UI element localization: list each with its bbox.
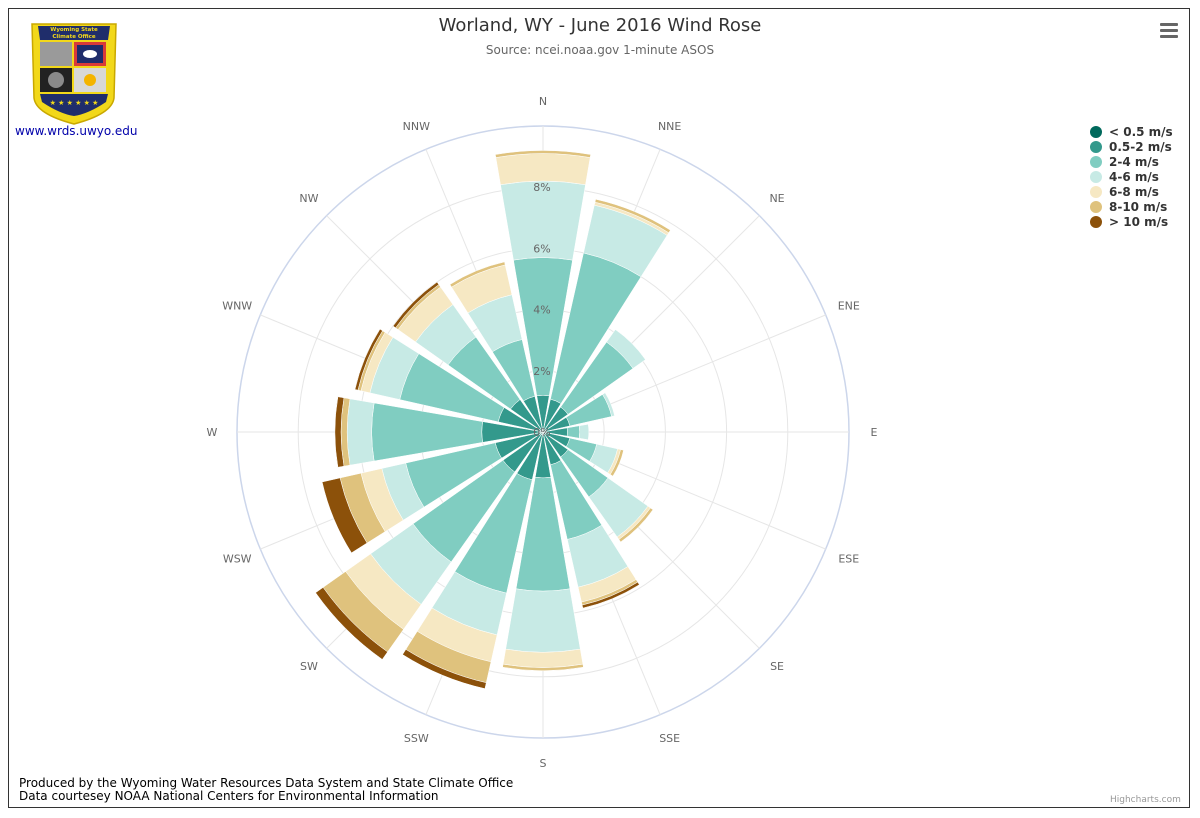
radial-tick-label: 8% [533,181,550,194]
legend-item-4-6[interactable]: 4-6 m/s [1088,169,1173,184]
bar-e-segment[interactable] [566,425,580,439]
direction-label: NNW [403,120,430,133]
bar-sw-segment[interactable] [315,587,388,660]
wyoming-state-climate-office-logo: Wyoming State Climate Office ★ ★ ★ ★ ★ ★ [28,18,120,130]
logo-text-line1: Wyoming State [50,27,98,33]
direction-label: SE [770,660,784,673]
wrds-website-link[interactable]: www.wrds.uwyo.edu [15,124,138,138]
bar-w-segment[interactable] [334,396,345,468]
bar-nne-segment[interactable] [594,198,671,234]
bar-wnw-segment[interactable] [354,328,383,391]
chart-subtitle: Source: ncei.noaa.gov 1-minute ASOS [485,43,715,57]
chart-title: Worland, WY - June 2016 Wind Rose [438,15,762,36]
direction-label: W [207,426,218,439]
bar-se-segment[interactable] [618,507,654,543]
legend-swatch [1090,215,1102,228]
legend-swatch [1090,140,1102,153]
legend-item-6-8[interactable]: 6-8 m/s [1088,184,1173,199]
legend-item-2-4[interactable]: 2-4 m/s [1088,154,1173,169]
chart-frame [8,8,1190,808]
credits-text: Produced by the Wyoming Water Resources … [19,777,513,803]
svg-text:★ ★ ★ ★ ★ ★: ★ ★ ★ ★ ★ ★ [50,99,99,107]
bar-nnw-segment[interactable] [449,261,506,288]
direction-label: SW [300,660,318,673]
hamburger-menu-icon[interactable] [1158,20,1180,40]
radial-tick-label: 4% [533,304,550,317]
logo-shield-icon: Wyoming State Climate Office ★ ★ ★ ★ ★ ★ [31,23,117,125]
bar-ssw-segment[interactable] [402,649,487,689]
bar-nw-segment[interactable] [392,281,440,329]
radial-tick-label: 2% [533,365,550,378]
direction-label: ESE [838,553,859,566]
legend-swatch [1090,170,1102,183]
bar-ne-segment[interactable] [606,329,646,369]
axis-labels: N NNE NE ENE E ESE SE SSE S SSW SW WSW W WNW NW NNW 0% 2%… [207,95,878,770]
legend-label: 8-10 m/s [1109,199,1168,214]
bar-s-segment[interactable] [505,588,581,653]
direction-label: N [539,95,547,108]
logo-text-line2: Climate Office [52,34,96,40]
legend: < 0.5 m/s 0.5-2 m/s 2-4 m/s 4-6 m/s 6-8 … [1088,124,1173,229]
direction-label: E [871,426,878,439]
legend-label: 4-6 m/s [1109,169,1159,184]
legend-swatch [1090,125,1102,138]
direction-label: WSW [223,553,252,566]
wind-rose-bars [315,150,671,689]
bar-ese-segment[interactable] [609,449,624,477]
bar-sse-segment[interactable] [581,581,640,609]
bar-s-segment[interactable] [502,663,584,671]
credits-line1: Produced by the Wyoming Water Resources … [19,776,514,790]
legend-label: 6-8 m/s [1109,184,1159,199]
legend-label: 0.5-2 m/s [1109,139,1172,154]
direction-label: NE [769,192,784,205]
legend-item-lt-0-5[interactable]: < 0.5 m/s [1088,124,1173,139]
bar-ene-segment[interactable] [602,392,615,417]
legend-label: > 10 m/s [1109,214,1169,229]
credits-line2: Data courtesey NOAA National Centers for… [19,789,439,803]
legend-item-8-10[interactable]: 8-10 m/s [1088,199,1173,214]
legend-label: < 0.5 m/s [1109,124,1173,139]
direction-label: NW [299,192,318,205]
bar-w-segment[interactable] [346,398,375,466]
direction-label: S [540,757,547,770]
bar-e-segment[interactable] [578,423,590,441]
legend-item-0-5-2[interactable]: 0.5-2 m/s [1088,139,1173,154]
radial-tick-label: 0% [533,426,550,439]
direction-label: SSW [404,732,429,745]
direction-label: ENE [838,299,860,312]
legend-swatch [1090,155,1102,168]
bar-n-segment[interactable] [495,150,591,158]
legend-swatch [1090,185,1102,198]
radial-tick-label: 6% [533,242,550,255]
highcharts-credit-link[interactable]: Highcharts.com [1110,795,1181,805]
direction-label: NNE [658,120,681,133]
direction-label: WNW [222,299,252,312]
legend-item-gt-10[interactable]: > 10 m/s [1088,214,1173,229]
direction-label: SSE [659,732,680,745]
bar-wsw-segment[interactable] [321,477,368,554]
legend-label: 2-4 m/s [1109,154,1159,169]
bar-n-segment[interactable] [495,153,591,185]
legend-swatch [1090,200,1102,213]
